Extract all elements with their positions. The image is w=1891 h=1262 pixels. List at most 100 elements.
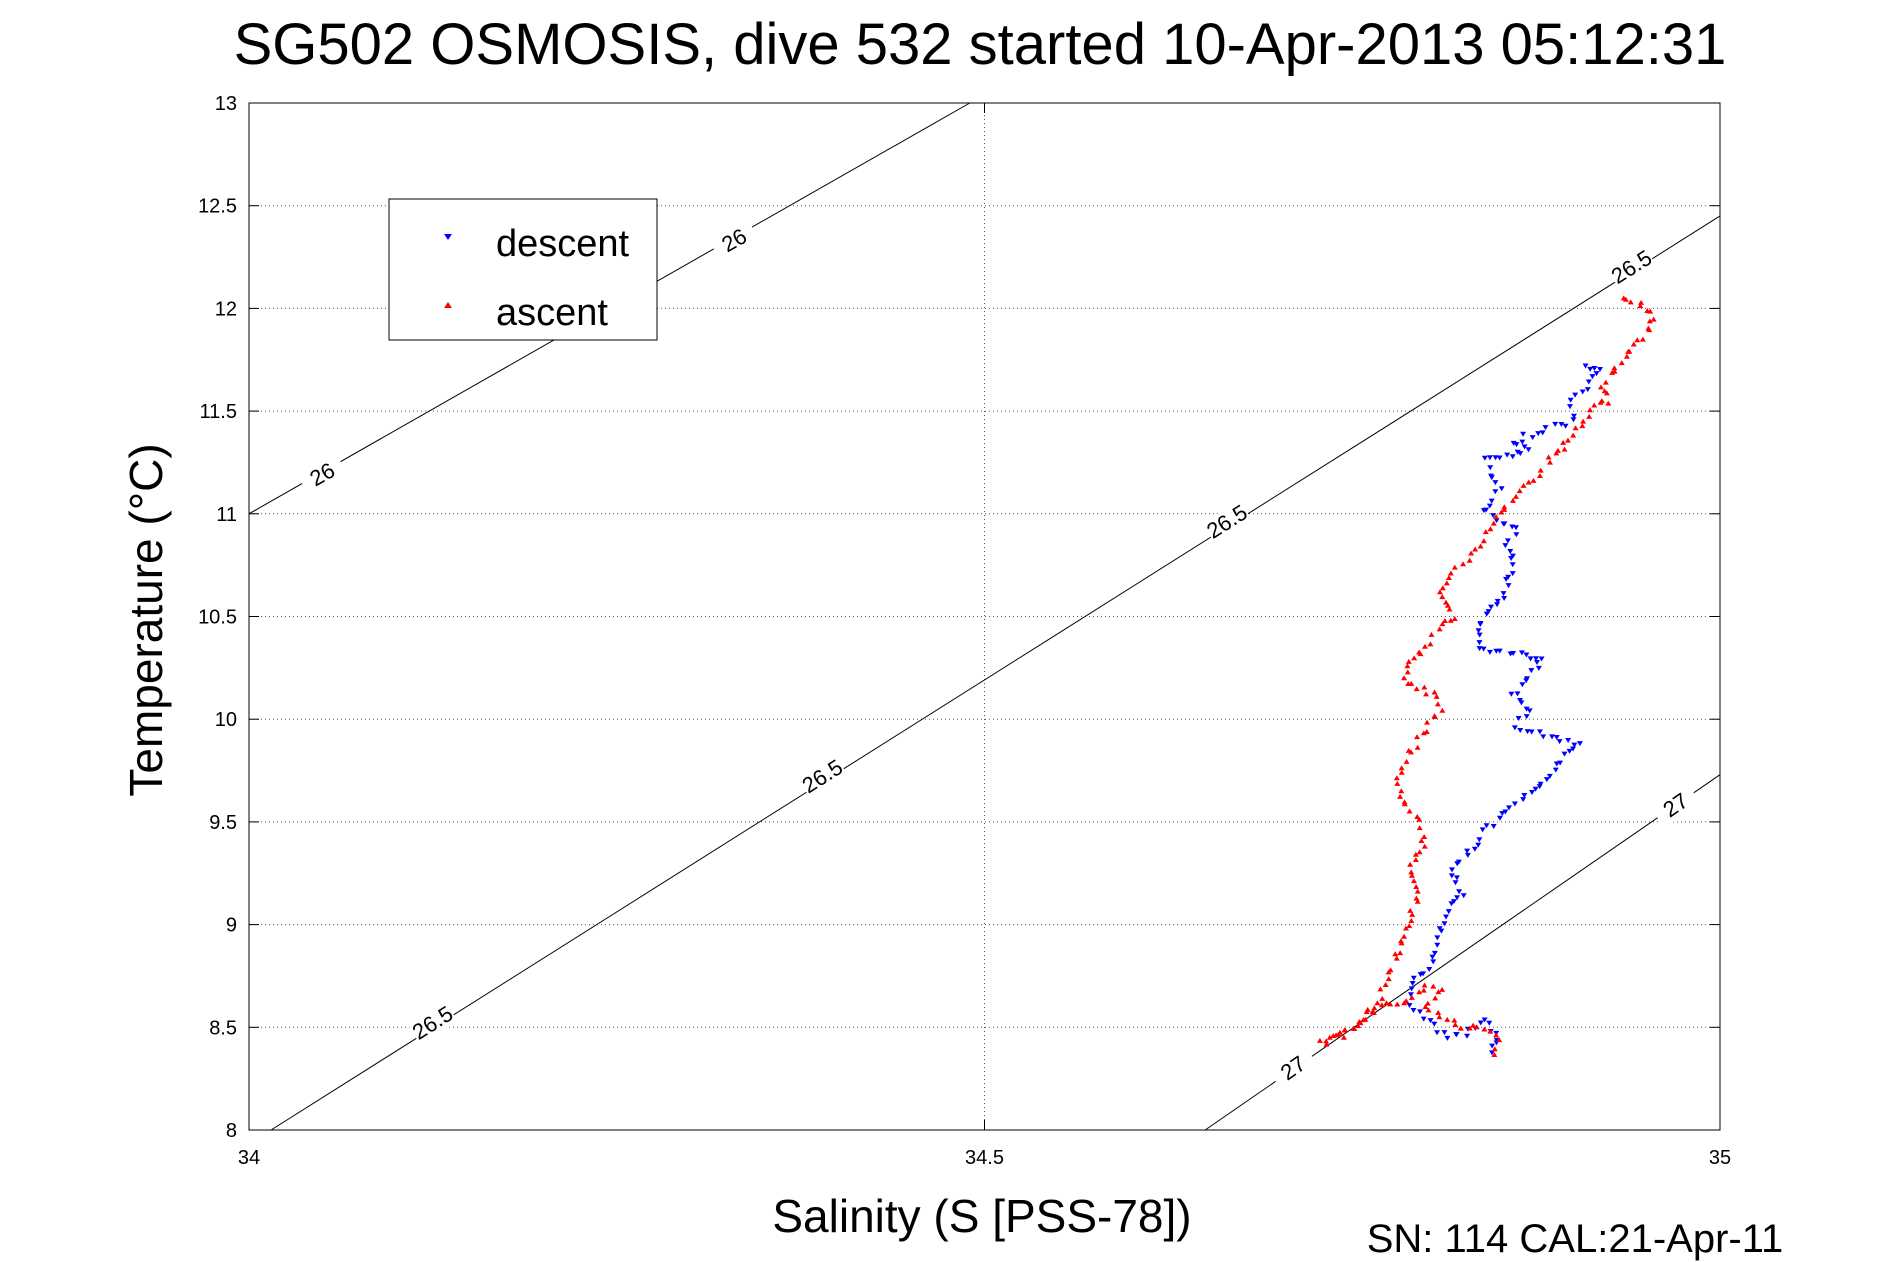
- descent-point: [1523, 676, 1530, 682]
- descent-point: [1532, 786, 1539, 792]
- contour-label-bg: [1650, 783, 1701, 828]
- ascent-point: [1412, 851, 1419, 857]
- descent-point: [1441, 921, 1448, 927]
- y-axis-label: Temperature (°C): [120, 443, 172, 796]
- ascent-point: [1609, 369, 1616, 375]
- descent-point: [1486, 1020, 1493, 1026]
- descent-point: [1406, 1002, 1413, 1008]
- descent-point: [1494, 598, 1501, 604]
- ascent-point: [1597, 384, 1604, 390]
- descent-point: [1538, 656, 1545, 662]
- descent-point: [1521, 792, 1528, 798]
- y-tick-label: 11: [216, 504, 237, 526]
- ascent-point: [1436, 589, 1443, 595]
- x-tick-label: 34: [238, 1147, 260, 1169]
- descent-point: [1528, 668, 1535, 674]
- x-tick-label: 34.5: [965, 1147, 1004, 1169]
- ascent-point: [1545, 454, 1552, 460]
- ascent-point: [1439, 707, 1446, 713]
- ascent-point: [1444, 602, 1451, 608]
- ascent-point: [1638, 299, 1645, 305]
- contour-label: 26.5: [408, 1001, 458, 1045]
- ascent-point: [1650, 316, 1657, 322]
- x-axis-label: Salinity (S [PSS-78]): [772, 1190, 1191, 1242]
- ascent-point: [1378, 1002, 1385, 1008]
- ascent-point: [1470, 1022, 1477, 1028]
- ascent-point: [1480, 538, 1487, 544]
- descent-point: [1476, 640, 1483, 646]
- ascent-point: [1416, 816, 1423, 822]
- descent-point: [1488, 1050, 1495, 1056]
- descent-point: [1526, 708, 1533, 714]
- descent-point: [1571, 742, 1578, 748]
- descent-point: [1488, 498, 1495, 504]
- descent-point: [1523, 714, 1530, 720]
- ascent-point: [1409, 911, 1416, 917]
- ascent-point: [1443, 580, 1450, 586]
- descent-point: [1427, 1018, 1434, 1024]
- ascent-point: [1392, 951, 1399, 957]
- ascent-point: [1413, 883, 1420, 889]
- descent-point: [1434, 1030, 1441, 1036]
- descent-point: [1505, 805, 1512, 811]
- descent-point: [1448, 873, 1455, 879]
- ascent-point: [1404, 669, 1411, 675]
- contour-label-bg: [1268, 1046, 1319, 1091]
- ascent-point: [1460, 561, 1467, 567]
- ascent-point: [1416, 849, 1423, 855]
- ascent-point: [1420, 730, 1427, 736]
- ascent-point: [1341, 1027, 1348, 1033]
- descent-point: [1542, 425, 1549, 431]
- ascent-point: [1445, 574, 1452, 580]
- ascent-point: [1433, 693, 1440, 699]
- legend: descent ascent: [388, 198, 658, 341]
- descent-point: [1488, 473, 1495, 479]
- ascent-point: [1630, 341, 1637, 347]
- descent-point: [1520, 431, 1527, 437]
- ascent-point: [1377, 986, 1384, 992]
- ascent-point: [1385, 976, 1392, 982]
- descent-point: [1480, 646, 1487, 652]
- descent-point: [1430, 959, 1437, 965]
- descent-point: [1511, 725, 1518, 731]
- ascent-point: [1422, 1004, 1429, 1010]
- ascent-point: [1579, 423, 1586, 429]
- ascent-point: [1580, 418, 1587, 424]
- ascent-point: [1561, 446, 1568, 452]
- descent-point: [1558, 422, 1565, 428]
- ascent-point: [1408, 994, 1415, 1000]
- ascent-point: [1405, 658, 1412, 664]
- ascent-point: [1340, 1034, 1347, 1040]
- ascent-point: [1417, 651, 1424, 657]
- descent-point: [1520, 797, 1527, 803]
- descent-point: [1483, 823, 1490, 829]
- ascent-point: [1374, 1000, 1381, 1006]
- ascent-point: [1537, 467, 1544, 473]
- descent-point: [1492, 480, 1499, 486]
- descent-point: [1489, 1043, 1496, 1049]
- ascent-point: [1468, 550, 1475, 556]
- descent-point: [1576, 741, 1583, 747]
- ascent-point: [1509, 497, 1516, 503]
- contour-label: 26.5: [1202, 500, 1252, 544]
- descent-point: [1455, 859, 1462, 865]
- descent-point: [1504, 538, 1511, 544]
- descent-point: [1509, 454, 1516, 460]
- descent-point: [1471, 846, 1478, 852]
- contour-label-bg: [709, 219, 760, 262]
- descent-point: [1431, 1021, 1438, 1027]
- descent-point: [1409, 981, 1416, 987]
- descent-point: [1585, 379, 1592, 385]
- descent-point: [1570, 746, 1577, 752]
- ascent-point: [1414, 888, 1421, 894]
- contour-label-bg: [407, 1001, 458, 1046]
- ascent-point: [1645, 325, 1652, 331]
- ascent-point: [1435, 989, 1442, 995]
- descent-point: [1475, 628, 1482, 634]
- ascent-point: [1637, 303, 1644, 309]
- ascent-point: [1408, 917, 1415, 923]
- descent-point: [1453, 875, 1460, 881]
- descent-point: [1528, 729, 1535, 735]
- ascent-point: [1451, 616, 1458, 622]
